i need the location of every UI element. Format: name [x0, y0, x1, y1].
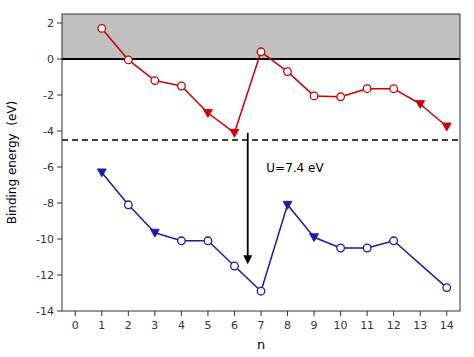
plot-area: [62, 14, 460, 295]
circle-marker: [125, 201, 133, 209]
y-tick-label: -8: [43, 197, 54, 210]
circle-marker: [257, 48, 265, 56]
y-tick: [57, 59, 62, 60]
triangle-marker: [230, 129, 239, 137]
series-line: [102, 28, 447, 132]
circle-marker: [178, 82, 186, 90]
chart: U=7.4 eV01234567891011121314-14-12-10-8-…: [0, 0, 474, 357]
x-tick-label: 0: [72, 319, 79, 332]
x-tick: [207, 311, 208, 316]
triangle-marker: [416, 101, 425, 109]
x-tick: [154, 311, 155, 316]
x-tick: [393, 311, 394, 316]
axes: 01234567891011121314-14-12-10-8-6-4-202: [36, 17, 454, 332]
arrow-shaft: [247, 133, 249, 258]
circle-marker: [284, 68, 292, 76]
circle-marker: [390, 85, 398, 93]
y-tick-label: -4: [43, 125, 54, 138]
x-tick: [287, 311, 288, 316]
y-tick-label: 0: [47, 53, 54, 66]
x-axis-label: n: [257, 337, 265, 352]
triangle-marker: [150, 229, 159, 237]
reference-line: [62, 58, 460, 60]
y-tick-label: -10: [36, 233, 54, 246]
circle-marker: [151, 77, 159, 85]
circle-marker: [257, 287, 265, 295]
y-tick: [57, 311, 62, 312]
x-tick: [128, 311, 129, 316]
triangle-marker: [203, 110, 212, 118]
y-tick: [57, 23, 62, 24]
x-tick: [314, 311, 315, 316]
x-tick: [101, 311, 102, 316]
x-tick-label: 10: [334, 319, 348, 332]
plot-frame: [62, 14, 460, 311]
x-tick-label: 7: [258, 319, 265, 332]
x-tick-label: 4: [178, 319, 185, 332]
triangle-marker: [310, 234, 319, 242]
x-tick-label: 6: [231, 319, 238, 332]
y-tick: [57, 167, 62, 168]
y-tick-label: -2: [43, 89, 54, 102]
x-tick-label: 9: [311, 319, 318, 332]
triangle-marker: [442, 123, 451, 131]
x-tick-label: 12: [387, 319, 401, 332]
circle-marker: [337, 93, 345, 101]
x-tick: [367, 311, 368, 316]
x-tick: [261, 311, 262, 316]
x-tick: [234, 311, 235, 316]
arrow-head: [243, 255, 252, 264]
y-tick-label: 2: [47, 17, 54, 30]
x-tick: [446, 311, 447, 316]
series-line: [102, 172, 447, 291]
x-tick-label: 5: [204, 319, 211, 332]
x-tick-label: 13: [413, 319, 427, 332]
x-tick: [75, 311, 76, 316]
y-tick: [57, 203, 62, 204]
circle-marker: [178, 237, 186, 245]
plot-background: [62, 14, 460, 311]
y-tick: [57, 95, 62, 96]
x-tick-label: 14: [440, 319, 454, 332]
x-tick: [340, 311, 341, 316]
circle-marker: [125, 56, 133, 64]
annotation: U=7.4 eV: [266, 161, 324, 175]
y-tick: [57, 131, 62, 132]
y-axis-label: Binding energy (eV): [5, 101, 19, 225]
reference-line: [62, 139, 460, 140]
y-tick: [57, 239, 62, 240]
y-tick-label: -12: [36, 269, 54, 282]
x-tick-label: 1: [98, 319, 105, 332]
x-tick-label: 11: [360, 319, 374, 332]
x-tick-label: 8: [284, 319, 291, 332]
circle-marker: [337, 244, 345, 252]
circle-marker: [98, 25, 106, 33]
triangle-marker: [97, 169, 106, 177]
y-tick-label: -14: [36, 305, 54, 318]
circle-marker: [363, 244, 371, 252]
x-tick-label: 2: [125, 319, 132, 332]
y-tick: [57, 275, 62, 276]
circle-marker: [310, 92, 318, 100]
circle-marker: [390, 237, 398, 245]
circle-marker: [443, 284, 451, 292]
triangle-marker: [283, 201, 292, 209]
circle-marker: [363, 85, 371, 93]
x-tick: [181, 311, 182, 316]
circle-marker: [231, 262, 239, 270]
x-tick-label: 3: [151, 319, 158, 332]
circle-marker: [204, 237, 212, 245]
y-tick-label: -6: [43, 161, 54, 174]
x-tick: [420, 311, 421, 316]
